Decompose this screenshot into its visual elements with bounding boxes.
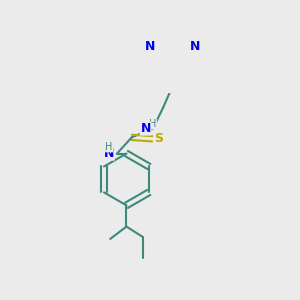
Text: N: N <box>104 147 114 160</box>
Text: N: N <box>145 40 156 53</box>
Text: H: H <box>105 142 113 152</box>
Text: N: N <box>140 122 151 135</box>
Text: S: S <box>154 132 163 145</box>
Text: H: H <box>149 119 157 129</box>
Bar <box>140 25 207 93</box>
Text: N: N <box>190 40 200 53</box>
